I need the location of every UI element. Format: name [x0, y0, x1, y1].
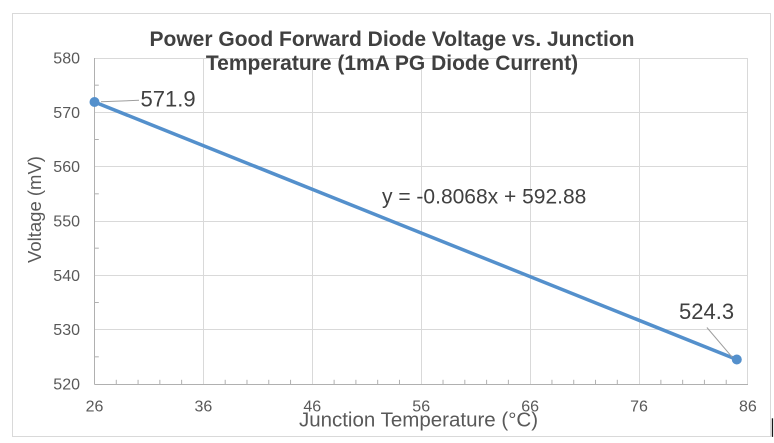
svg-text:580: 580: [53, 51, 80, 68]
svg-text:560: 560: [53, 159, 80, 176]
svg-text:571.9: 571.9: [141, 87, 196, 112]
svg-text:550: 550: [53, 214, 80, 231]
svg-text:530: 530: [53, 322, 80, 339]
svg-text:56: 56: [412, 399, 430, 416]
svg-text:Junction Temperature (°C): Junction Temperature (°C): [299, 408, 538, 431]
svg-text:540: 540: [53, 268, 80, 285]
svg-text:76: 76: [630, 399, 648, 416]
svg-text:Voltage (mV): Voltage (mV): [24, 156, 45, 263]
svg-text:520: 520: [53, 377, 80, 394]
svg-text:y = -0.8068x + 592.88: y = -0.8068x + 592.88: [382, 186, 586, 209]
svg-text:524.3: 524.3: [679, 299, 734, 324]
svg-text:66: 66: [521, 399, 539, 416]
svg-text:36: 36: [195, 399, 213, 416]
svg-text:86: 86: [739, 399, 757, 416]
svg-text:Temperature (1mA PG Diode Curr: Temperature (1mA PG Diode Current): [206, 52, 578, 75]
svg-text:Power Good Forward Diode Volta: Power Good Forward Diode Voltage vs. Jun…: [150, 28, 635, 51]
svg-text:46: 46: [303, 399, 321, 416]
svg-text:570: 570: [53, 105, 80, 122]
svg-text:26: 26: [86, 399, 104, 416]
